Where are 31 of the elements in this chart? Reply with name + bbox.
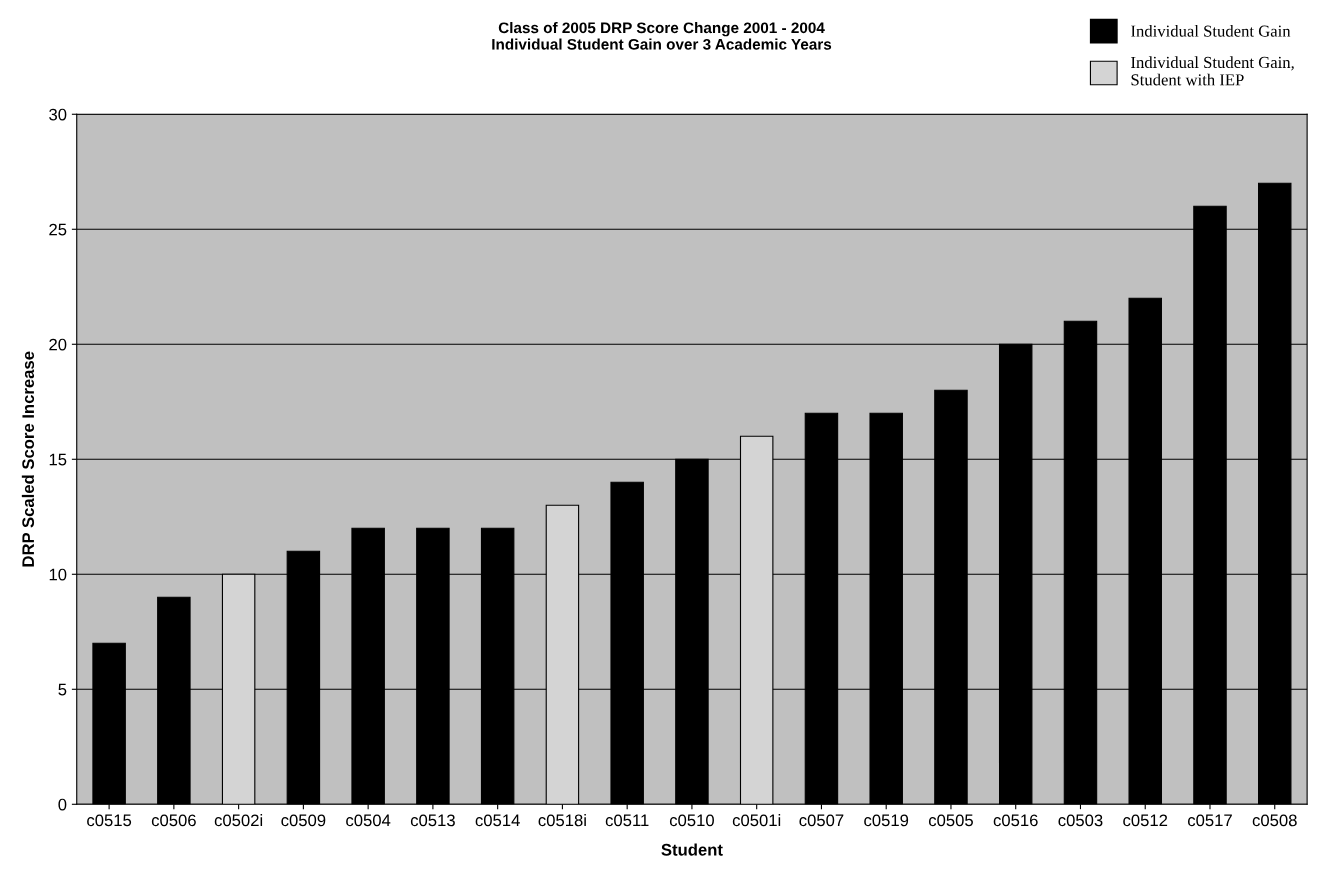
- x-tick-label: c0511: [605, 814, 649, 827]
- x-tick-label: c0512: [1123, 814, 1168, 827]
- x-tick-label: c0507: [799, 814, 844, 827]
- x-tick-label: c0514: [475, 814, 520, 827]
- legend-label: Individual Student Gain, Student with IEP: [1131, 56, 1294, 86]
- x-tick-label: c0502i: [214, 814, 263, 827]
- y-tick-label: 5: [58, 683, 67, 696]
- x-tick-label: c0515: [87, 814, 132, 827]
- x-tick-label: c0505: [928, 814, 973, 827]
- x-tick-label: c0503: [1058, 814, 1103, 827]
- y-tick-label: 15: [49, 453, 67, 466]
- x-tick-label: c0501i: [732, 814, 781, 827]
- x-tick-label: c0518i: [538, 814, 586, 827]
- x-tick-label: c0519: [864, 814, 909, 827]
- x-tick-label: c0506: [151, 814, 196, 827]
- x-tick-label: c0510: [669, 814, 714, 827]
- x-tick-label: c0517: [1187, 814, 1232, 827]
- x-tick-label: c0513: [410, 814, 455, 827]
- chart-title: Class of 2005 DRP Score Change 2001 - 2004 Individual Student Gain over 3 Academic Years: [492, 21, 832, 50]
- x-axis-title: Student: [661, 843, 723, 856]
- y-tick-label: 10: [49, 568, 67, 581]
- y-tick-label: 30: [49, 108, 67, 121]
- x-tick-label: c0509: [281, 814, 326, 827]
- y-tick-label: 25: [49, 223, 67, 236]
- x-tick-label: c0508: [1252, 814, 1297, 827]
- y-tick-label: 20: [49, 338, 67, 351]
- y-axis-title: DRP Scaled Score Increase: [21, 351, 35, 567]
- x-tick-label: c0504: [346, 814, 391, 827]
- y-tick-label: 0: [58, 798, 67, 811]
- x-tick-label: c0516: [993, 814, 1038, 827]
- legend-label: Individual Student Gain: [1131, 25, 1291, 37]
